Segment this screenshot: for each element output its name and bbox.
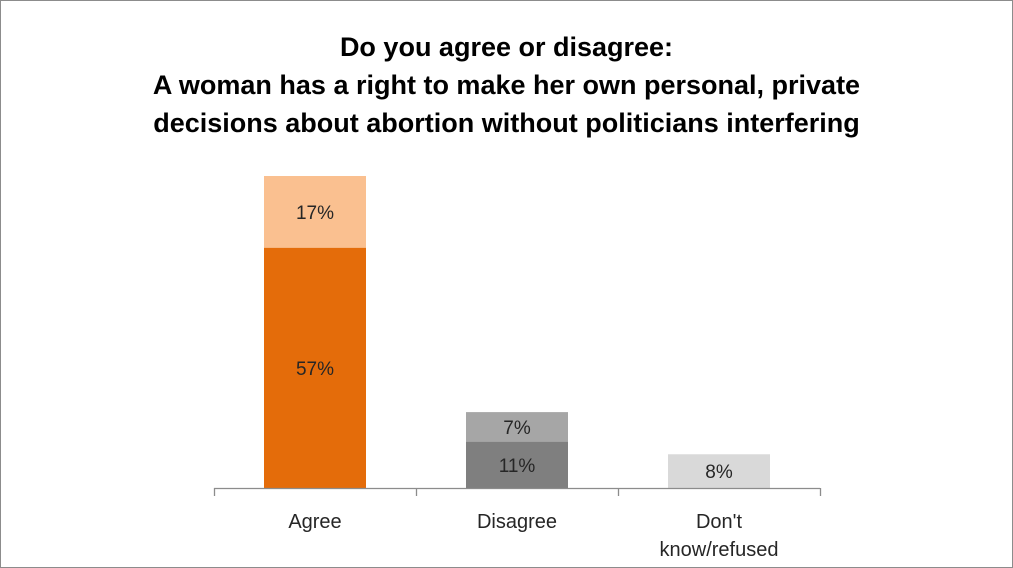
data-label-2-2: 7% [503, 418, 531, 439]
data-label-1-2: 17% [296, 203, 334, 224]
bar-stacks: 57% 17% 11% 7% 8% [264, 176, 770, 488]
data-label-1-1: 57% [296, 359, 334, 380]
x-tick-label-3: Don't know/refused [660, 511, 779, 561]
chart-title: Do you agree or disagree: A woman has a … [0, 28, 1013, 142]
data-label-3-1: 8% [705, 462, 733, 483]
bar-segment-2-2 [466, 412, 568, 442]
chart-title-line-1: Do you agree or disagree: [339, 32, 674, 62]
bar-segment-3-1 [668, 454, 770, 488]
bar-segment-1-2 [264, 176, 366, 248]
bar-segment-2-1 [466, 441, 568, 488]
x-axis [213, 487, 822, 496]
x-axis-labels: Agree Disagree Don't know/refused [288, 511, 778, 561]
bar-segment-1-1 [264, 247, 366, 488]
chart-title-line-3: decisions about abortion without politic… [153, 108, 860, 138]
x-tick-label-1: Agree [288, 511, 341, 533]
data-label-2-1: 11% [499, 456, 536, 477]
x-tick-label-2: Disagree [477, 511, 557, 533]
chart-title-line-2: A woman has a right to make her own pers… [152, 70, 861, 100]
